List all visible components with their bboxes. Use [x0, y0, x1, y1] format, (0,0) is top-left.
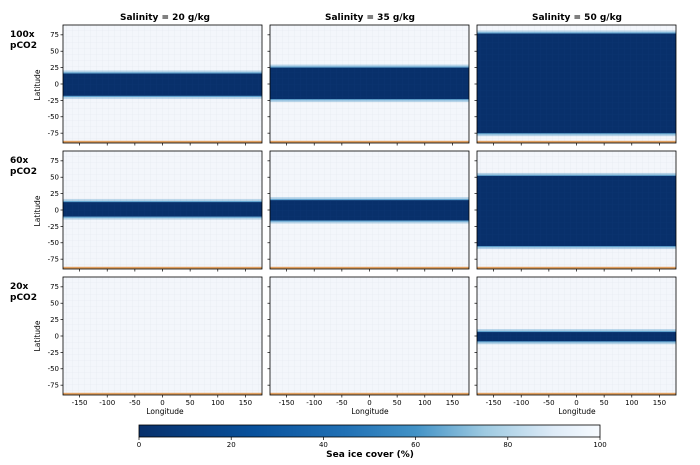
x-tick-label: 50: [393, 399, 402, 407]
row-label: pCO2: [10, 167, 37, 177]
heatmap-panel: -150 -100 -50 0 50 100 150: [267, 276, 470, 407]
colorbar-tick-label: 0: [137, 441, 141, 449]
land-strip: [270, 266, 469, 269]
colorbar-tick-label: 40: [319, 441, 328, 449]
x-tick-label: -50: [543, 399, 554, 407]
y-tick-label: 50: [50, 48, 59, 56]
x-tick-label: -50: [336, 399, 347, 407]
x-tick-label: 0: [574, 399, 578, 407]
y-axis-label: Latitude: [33, 69, 42, 100]
x-tick-label: 50: [600, 399, 609, 407]
y-tick-label: -75: [48, 382, 59, 390]
colorbar-gradient: [138, 424, 601, 438]
land-strip: [63, 266, 262, 269]
y-tick-label: 75: [50, 31, 59, 39]
x-tick-label: -150: [279, 399, 295, 407]
x-tick-label: -50: [129, 399, 140, 407]
y-tick-label: 0: [55, 206, 59, 214]
heatmap-panel: [474, 24, 677, 146]
y-tick-label: 0: [55, 80, 59, 88]
y-tick-label: 25: [50, 316, 59, 324]
x-tick-label: -100: [306, 399, 322, 407]
y-tick-label: -25: [48, 223, 59, 231]
x-tick-label: 0: [367, 399, 371, 407]
land-strip: [477, 140, 676, 143]
x-tick-label: 100: [418, 399, 431, 407]
band-grid: [477, 332, 676, 342]
row-label: pCO2: [10, 41, 37, 51]
y-axis-label: Latitude: [33, 320, 42, 351]
heatmap-panel: [267, 150, 470, 272]
colorbar-ticks: 0 20 40 60 80 100: [137, 437, 607, 449]
y-tick-label: -25: [48, 97, 59, 105]
land-strip: [63, 392, 262, 395]
y-tick-label: 25: [50, 64, 59, 72]
row-label: 60x: [10, 156, 29, 166]
grid-cells: [270, 277, 469, 395]
y-tick-label: 75: [50, 157, 59, 165]
x-tick-label: 150: [446, 399, 459, 407]
x-tick-label: 100: [625, 399, 638, 407]
x-tick-label: 0: [160, 399, 164, 407]
heatmap-panels: 7550250-25-50-757550250-25-50-757550250-…: [48, 24, 677, 407]
land-strip: [477, 266, 676, 269]
x-tick-label: 50: [186, 399, 195, 407]
x-tick-label: 100: [211, 399, 224, 407]
row-label: 20x: [10, 282, 29, 292]
grid-cells: [63, 277, 262, 395]
y-tick-label: 50: [50, 300, 59, 308]
y-tick-label: 50: [50, 174, 59, 182]
land-strip: [270, 140, 469, 143]
x-axis-label: Longitude: [558, 407, 596, 416]
colorbar-tick-label: 80: [503, 441, 512, 449]
column-title: Salinity = 20 g/kg: [120, 13, 210, 23]
land-strip: [63, 140, 262, 143]
y-axis-label: Latitude: [33, 195, 42, 226]
colorbar-tick-label: 60: [411, 441, 420, 449]
x-tick-label: -100: [99, 399, 115, 407]
y-tick-label: 0: [55, 332, 59, 340]
colorbar: 0 20 40 60 80 100 Sea ice cover (%): [137, 424, 607, 460]
y-tick-label: 75: [50, 283, 59, 291]
band-grid: [477, 175, 676, 247]
band-grid: [63, 202, 262, 217]
land-strip: [477, 392, 676, 395]
heatmap-panel: -150 -100 -50 0 50 100 150: [474, 276, 677, 407]
colorbar-tick-label: 20: [227, 441, 236, 449]
band-grid: [270, 67, 469, 100]
y-tick-label: 25: [50, 190, 59, 198]
heatmap-panel: 75 50 25 0 -25 -50 -75: [48, 150, 263, 272]
colorbar-label: Sea ice cover (%): [326, 450, 414, 460]
heatmap-panel: [474, 150, 677, 272]
x-axis-label: Longitude: [146, 407, 184, 416]
y-tick-label: -50: [48, 113, 59, 121]
band-grid: [477, 33, 676, 134]
row-label: pCO2: [10, 293, 37, 303]
y-tick-label: -50: [48, 365, 59, 373]
x-axis-label: Longitude: [351, 407, 389, 416]
band-grid: [270, 200, 469, 221]
x-tick-label: 150: [239, 399, 252, 407]
column-title: Salinity = 50 g/kg: [532, 13, 622, 23]
heatmap-panel: [267, 24, 470, 146]
band-grid: [63, 73, 262, 96]
x-tick-label: -150: [72, 399, 88, 407]
y-tick-label: -25: [48, 349, 59, 357]
row-label: 100x: [10, 30, 35, 40]
colorbar-tick-label: 100: [593, 441, 606, 449]
y-tick-label: -75: [48, 256, 59, 264]
y-tick-label: -75: [48, 130, 59, 138]
column-title: Salinity = 35 g/kg: [325, 13, 415, 23]
y-tick-label: -50: [48, 239, 59, 247]
heatmap-panel: 75 50 25 0 -25 -50 -75: [48, 24, 263, 146]
land-strip: [270, 392, 469, 395]
x-tick-label: -100: [513, 399, 529, 407]
heatmap-panel: 75 50 25 0 -25 -50 -75 -150 -100 -50 0 50 100 150: [48, 276, 263, 407]
x-tick-label: -150: [486, 399, 502, 407]
x-tick-label: 150: [653, 399, 666, 407]
